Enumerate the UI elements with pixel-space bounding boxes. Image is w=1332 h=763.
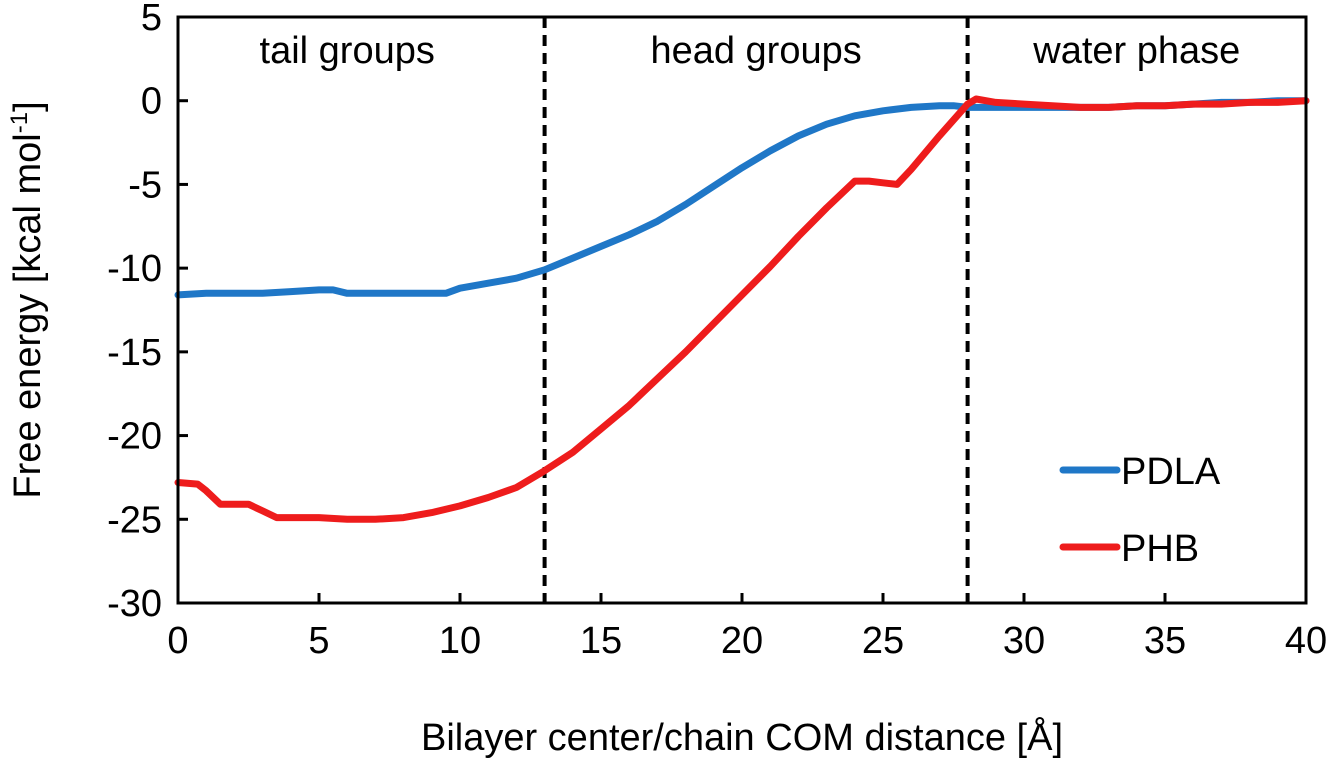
legend: PDLA PHB — [1059, 451, 1221, 570]
y-axis-title-superscript: -1 — [6, 112, 33, 133]
series-line-phb — [174, 95, 1310, 523]
y-tick-label: 5 — [141, 0, 162, 39]
x-axis-ticks: 0 5 10 15 20 25 30 35 40 — [167, 593, 1327, 662]
y-tick-label: -15 — [107, 332, 162, 374]
x-tick-label: 25 — [862, 620, 904, 662]
y-axis-title: Free energy [kcal mol-1] — [6, 101, 50, 498]
y-tick-label: -20 — [107, 416, 162, 458]
x-axis-title: Bilayer center/chain COM distance [Å] — [421, 715, 1063, 759]
legend-label-pdla: PDLA — [1121, 451, 1221, 493]
y-axis-title-close: ] — [7, 101, 49, 112]
region-label-head-groups: head groups — [650, 30, 861, 72]
x-tick-label: 10 — [439, 620, 481, 662]
x-tick-label: 40 — [1285, 620, 1327, 662]
y-axis-title-main: Free energy [kcal mol — [7, 133, 49, 498]
y-tick-label: 0 — [141, 81, 162, 123]
region-label-water-phase: water phase — [1032, 30, 1240, 72]
series-line-pdla — [174, 97, 1310, 299]
legend-label-phb: PHB — [1121, 528, 1199, 570]
y-tick-label: -25 — [107, 499, 162, 541]
x-tick-label: 0 — [167, 620, 188, 662]
y-tick-label: -5 — [128, 164, 162, 206]
region-labels: tail groups head groups water phase — [260, 30, 1241, 72]
region-label-tail-groups: tail groups — [260, 30, 435, 72]
x-tick-label: 35 — [1144, 620, 1186, 662]
region-boundaries — [542, 17, 970, 603]
x-tick-label: 15 — [580, 620, 622, 662]
y-tick-label: -10 — [107, 248, 162, 290]
series-lines — [174, 95, 1310, 523]
x-tick-label: 5 — [308, 620, 329, 662]
y-axis-ticks: -30 -25 -20 -15 -10 -5 0 5 — [107, 0, 188, 625]
y-tick-label: -30 — [107, 583, 162, 625]
x-tick-label: 20 — [721, 620, 763, 662]
x-tick-label: 30 — [1003, 620, 1045, 662]
